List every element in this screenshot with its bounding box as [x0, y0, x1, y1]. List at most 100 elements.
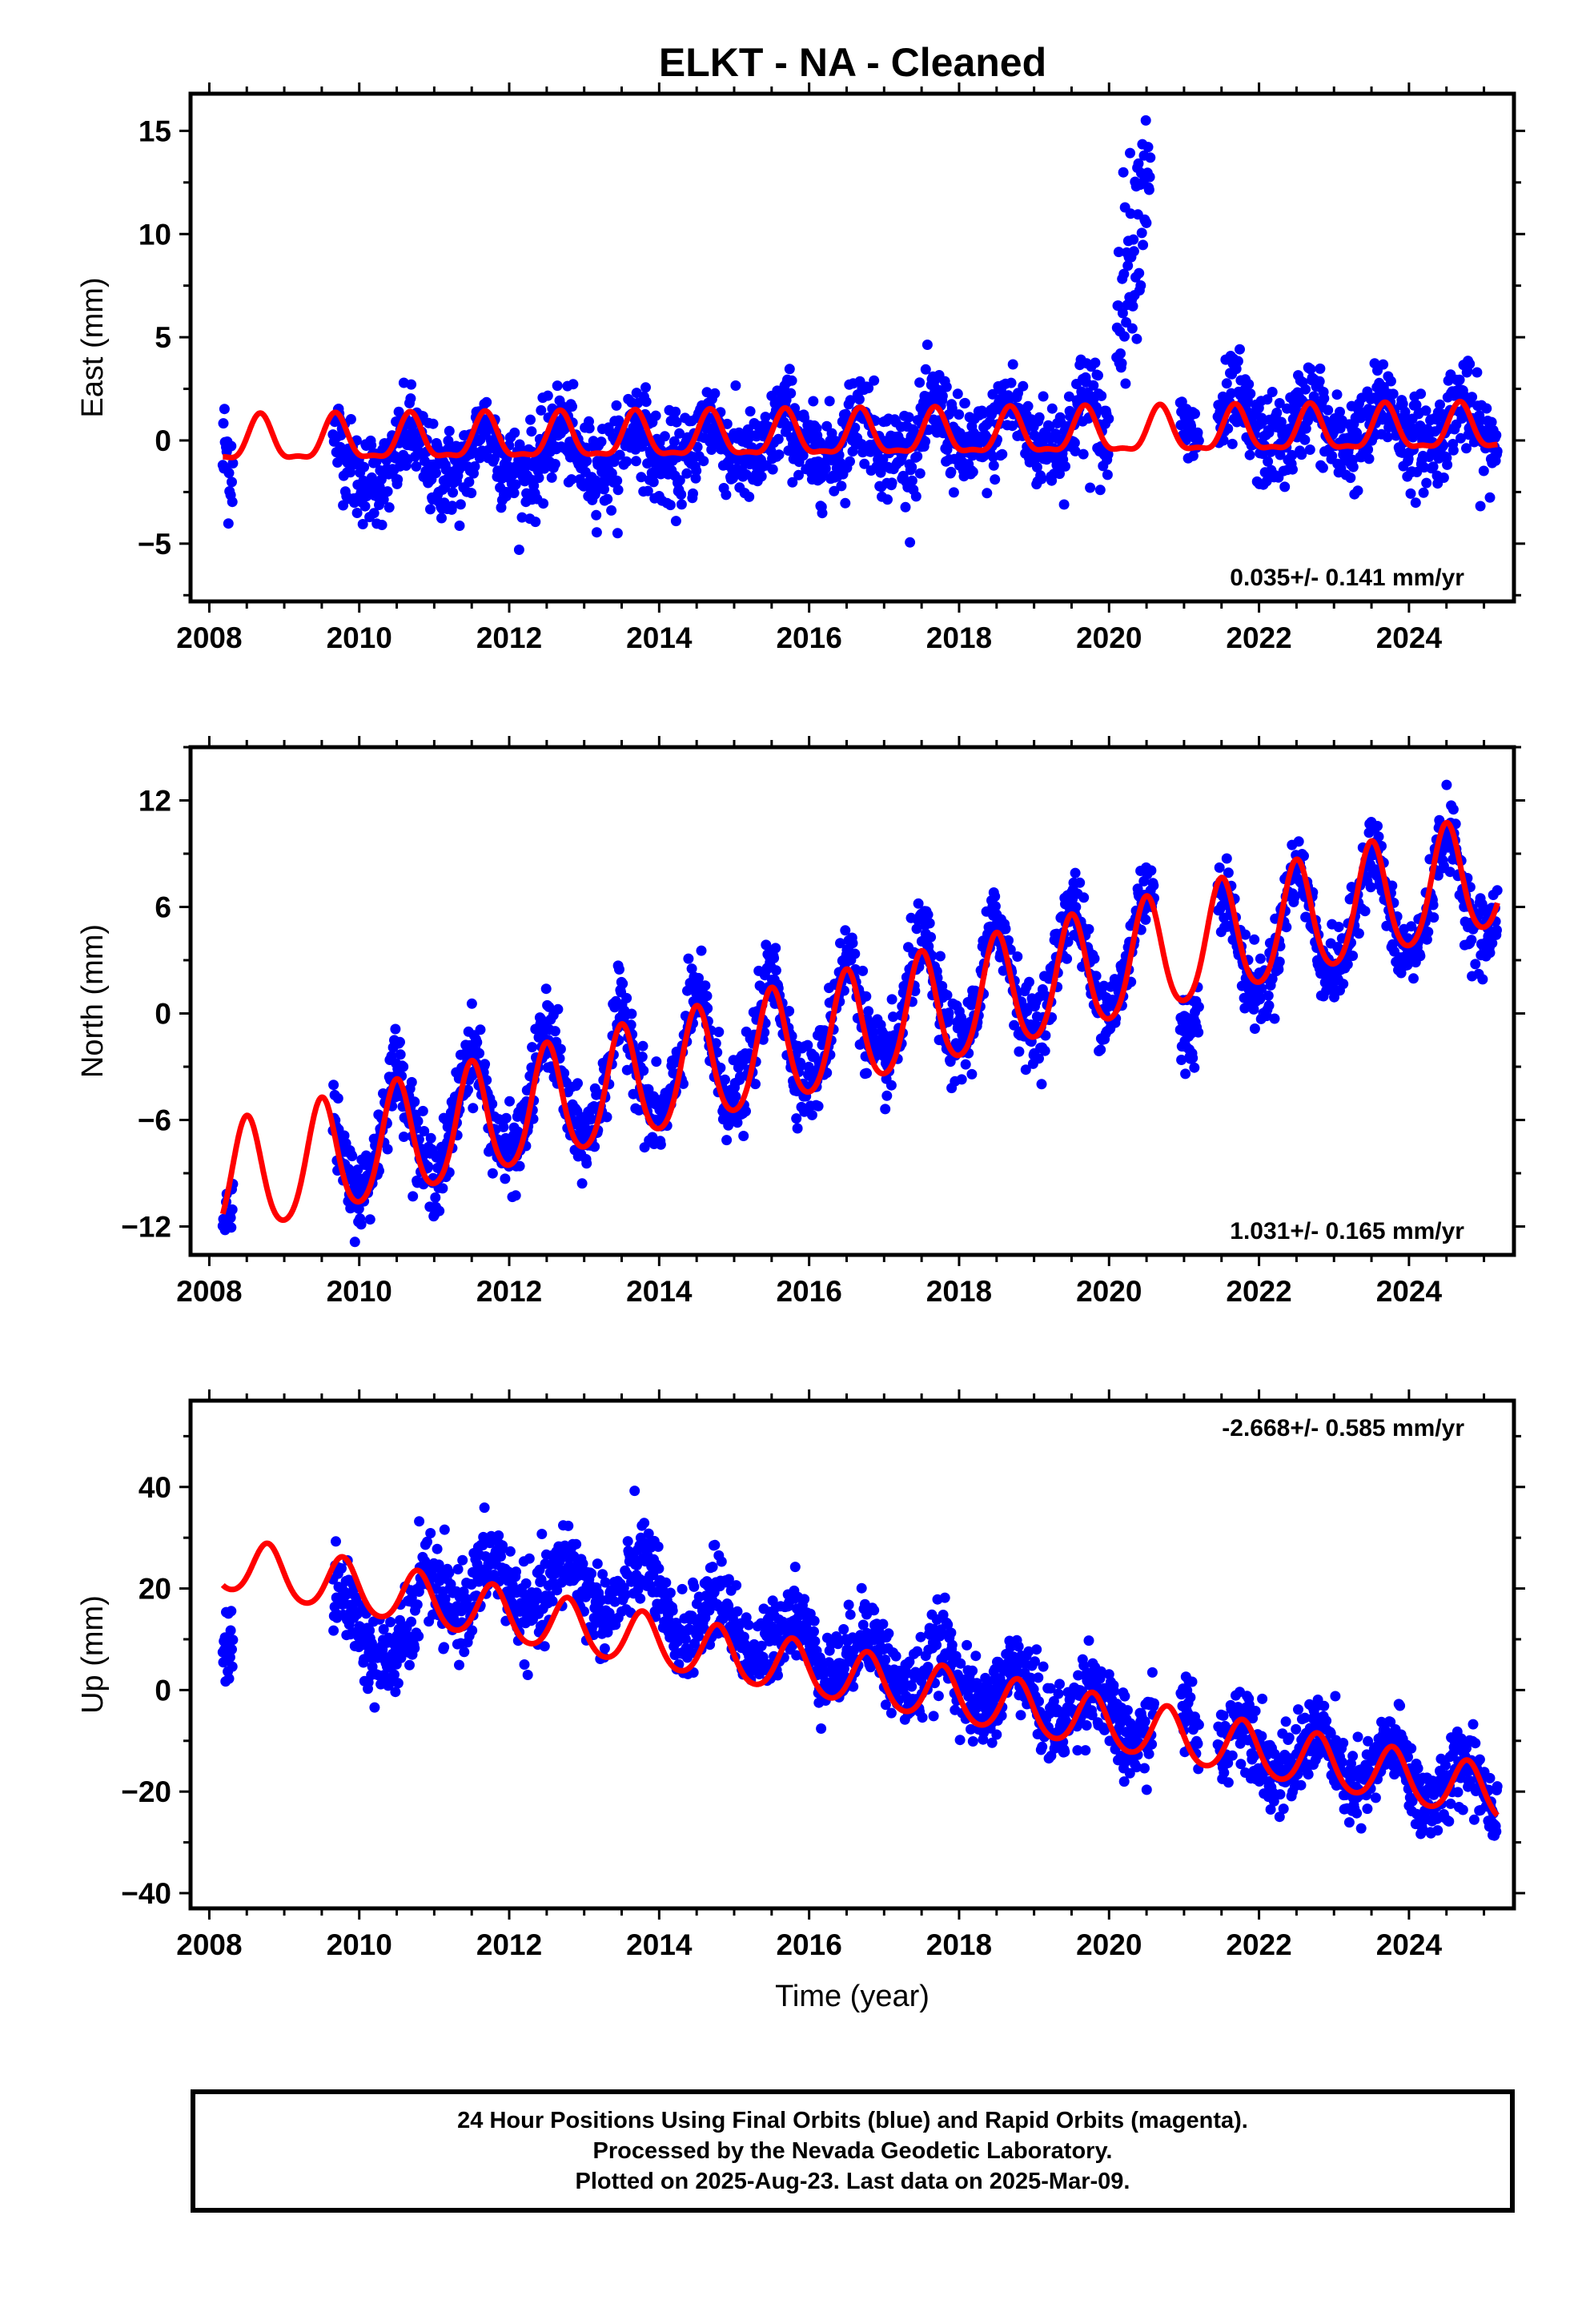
data-point — [966, 1068, 978, 1080]
data-point — [581, 1158, 592, 1169]
data-point — [1274, 956, 1285, 967]
data-point — [1186, 420, 1197, 432]
data-point — [1470, 959, 1481, 970]
data-point — [659, 431, 670, 442]
data-point — [914, 377, 926, 388]
data-point — [511, 1566, 521, 1578]
x-tick-label: 2008 — [176, 1275, 242, 1308]
data-point — [480, 1059, 491, 1070]
data-point — [600, 1577, 611, 1588]
data-point — [445, 1578, 456, 1590]
data-point — [1335, 406, 1345, 417]
data-point — [1299, 850, 1309, 862]
data-point — [750, 1079, 761, 1090]
data-point — [412, 1599, 423, 1610]
data-point — [542, 390, 553, 401]
x-tick-label: 2022 — [1226, 621, 1291, 654]
data-point — [469, 461, 480, 472]
data-point — [1090, 357, 1101, 368]
data-point — [990, 474, 1001, 485]
data-point — [392, 474, 404, 485]
data-point — [576, 1178, 588, 1189]
data-point — [886, 477, 897, 489]
data-point — [1102, 448, 1114, 460]
data-point — [336, 1563, 347, 1574]
data-point — [1406, 921, 1417, 932]
data-point — [227, 1644, 237, 1655]
y-tick-label: 12 — [139, 785, 171, 818]
data-point — [219, 404, 230, 415]
data-point — [1263, 456, 1274, 467]
data-point — [1262, 394, 1273, 405]
data-point — [882, 494, 893, 505]
data-point — [602, 493, 613, 505]
data-point — [1492, 925, 1502, 935]
data-point — [690, 472, 701, 484]
data-point — [1420, 405, 1431, 416]
data-point — [382, 1144, 393, 1155]
data-point — [585, 1114, 596, 1125]
data-point — [417, 411, 428, 422]
data-point — [1102, 469, 1113, 480]
data-point — [1069, 437, 1080, 448]
data-point — [219, 1632, 231, 1643]
data-point — [730, 1091, 741, 1102]
data-point — [956, 1012, 966, 1023]
data-point — [709, 388, 721, 399]
y-tick-label: 0 — [155, 998, 171, 1031]
data-point — [1128, 234, 1139, 245]
data-point — [227, 1661, 238, 1672]
data-point — [349, 1236, 360, 1248]
data-point — [826, 428, 837, 439]
data-point — [793, 469, 804, 480]
data-point — [1243, 379, 1255, 390]
data-point — [475, 1024, 486, 1035]
data-point — [1385, 376, 1396, 387]
data-point — [1122, 260, 1134, 271]
data-point — [1427, 899, 1439, 911]
y-axis-label: East (mm) — [76, 277, 110, 417]
data-point — [536, 1529, 548, 1539]
data-point — [1046, 403, 1058, 414]
data-point — [1113, 300, 1124, 312]
data-point — [1018, 380, 1029, 392]
data-point — [530, 517, 541, 528]
data-point — [1240, 929, 1251, 940]
data-point — [547, 1595, 558, 1606]
data-point — [1134, 267, 1145, 279]
data-point — [395, 1049, 406, 1060]
data-point — [408, 1191, 419, 1202]
data-point — [626, 1008, 637, 1019]
data-point — [439, 1524, 450, 1535]
data-point — [652, 1541, 664, 1552]
rate-annotation: 0.035+/- 0.141 mm/yr — [1230, 565, 1464, 591]
data-point — [604, 1607, 615, 1618]
data-point — [1408, 973, 1419, 984]
data-point — [1221, 378, 1232, 389]
model-line — [219, 819, 1500, 1224]
data-point — [457, 1554, 468, 1566]
data-point — [651, 1056, 662, 1068]
data-point — [835, 938, 845, 949]
data-point — [1000, 923, 1011, 935]
data-point — [1095, 1044, 1106, 1055]
data-point — [472, 1037, 483, 1047]
data-point — [900, 501, 911, 513]
data-point — [733, 427, 745, 438]
data-point — [693, 1630, 704, 1642]
data-point — [721, 1135, 733, 1146]
data-point — [967, 466, 978, 477]
data-point — [493, 1530, 504, 1541]
data-point — [1464, 359, 1476, 369]
data-point — [1118, 167, 1129, 178]
data-point — [539, 1641, 550, 1652]
data-point — [368, 508, 379, 519]
data-point — [601, 1112, 612, 1123]
data-point — [592, 1558, 603, 1570]
data-point — [720, 1074, 730, 1085]
data-point — [683, 953, 694, 964]
panel-1: 2008 2010 2012 2014 2016 2018 2020 2022 2024−505… — [76, 82, 1525, 654]
data-point — [636, 472, 647, 483]
data-point — [861, 991, 872, 1002]
data-point — [849, 422, 861, 433]
